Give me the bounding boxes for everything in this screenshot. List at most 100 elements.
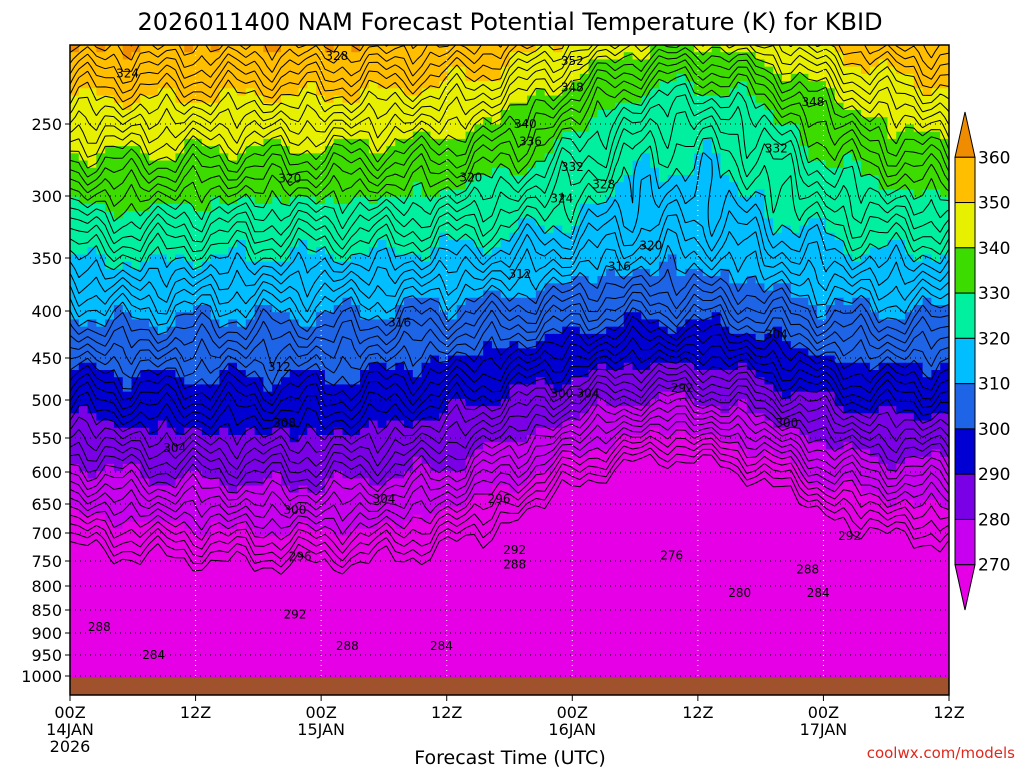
contour-fill-cell — [861, 333, 871, 342]
contour-fill-cell — [614, 341, 625, 349]
contour-fill-cell — [254, 182, 264, 191]
contour-fill-cell — [280, 124, 291, 133]
contour-fill-cell — [263, 290, 273, 299]
contour-fill-cell — [667, 167, 678, 176]
contour-fill-cell — [70, 117, 80, 126]
contour-fill-cell — [430, 146, 440, 154]
contour-fill-cell — [878, 398, 889, 407]
contour-fill-cell — [474, 391, 484, 400]
contour-fill-cell — [430, 362, 440, 371]
contour-fill-cell — [825, 218, 836, 227]
contour-fill-cell — [333, 45, 344, 53]
contour-fill-cell — [676, 218, 686, 227]
contour-fill-cell — [702, 167, 713, 176]
contour-fill-cell — [263, 59, 273, 68]
contour-fill-cell — [571, 297, 581, 306]
contour-fill-cell — [483, 391, 493, 400]
contour-fill-cell — [377, 297, 388, 306]
contour-fill-cell — [421, 110, 431, 118]
contour-fill-cell — [711, 341, 722, 349]
contour-fill-cell — [931, 362, 941, 371]
contour-fill-cell — [685, 247, 695, 256]
contour-fill-cell — [869, 59, 880, 68]
contour-fill-cell — [87, 167, 97, 176]
contour-fill-cell — [228, 319, 238, 328]
contour-fill-cell — [280, 182, 291, 191]
contour-fill-cell — [571, 102, 581, 111]
contour-fill-cell — [122, 52, 133, 61]
contour-fill-cell — [729, 102, 739, 111]
contour-fill-cell — [834, 297, 845, 306]
contour-fill-cell — [263, 167, 273, 176]
contour-fill-cell — [395, 124, 405, 133]
contour-fill-cell — [571, 160, 581, 169]
contour-fill-cell — [113, 88, 124, 97]
contour-fill-cell — [852, 189, 862, 198]
contour-fill-cell — [456, 225, 467, 234]
contour-fill-cell — [632, 319, 642, 328]
contour-fill-cell — [887, 377, 897, 386]
contour-fill-cell — [491, 254, 502, 263]
contour-fill-cell — [852, 66, 862, 75]
contour-fill-cell — [694, 52, 704, 61]
contour-fill-cell — [694, 268, 704, 277]
contour-fill-cell — [166, 167, 177, 176]
contour-fill-cell — [254, 290, 264, 299]
contour-fill-cell — [70, 247, 80, 256]
contour-fill-cell — [913, 196, 924, 205]
contour-fill-cell — [421, 167, 431, 176]
contour-fill-cell — [729, 240, 739, 248]
contour-fill-cell — [70, 370, 80, 378]
contour-fill-cell — [166, 81, 177, 89]
contour-fill-cell — [817, 355, 827, 364]
contour-fill-cell — [852, 319, 862, 328]
contour-fill-cell — [825, 211, 836, 219]
contour-fill-cell — [518, 131, 528, 140]
contour-fill-cell — [105, 268, 115, 277]
contour-fill-cell — [87, 254, 97, 263]
contour-fill-cell — [210, 283, 221, 292]
contour-fill-cell — [483, 276, 493, 284]
contour-fill-cell — [641, 319, 651, 328]
contour-fill-cell — [412, 225, 423, 234]
contour-fill-cell — [360, 261, 370, 270]
contour-fill-cell — [193, 355, 203, 364]
contour-fill-cell — [606, 66, 616, 75]
contour-fill-cell — [896, 124, 906, 133]
contour-fill-cell — [509, 319, 519, 328]
contour-fill-cell — [535, 88, 546, 97]
contour-fill-cell — [175, 110, 185, 118]
contour-fill-cell — [157, 182, 168, 191]
contour-fill-cell — [210, 52, 221, 61]
contour-fill-cell — [193, 160, 203, 169]
contour-fill-cell — [720, 175, 730, 183]
contour-fill-cell — [386, 73, 396, 82]
contour-fill-cell — [790, 102, 801, 111]
contour-fill-cell — [632, 333, 642, 342]
contour-fill-cell — [746, 276, 757, 284]
contour-fill-cell — [298, 88, 308, 97]
contour-fill-cell — [465, 182, 475, 191]
contour-fill-cell — [623, 276, 634, 284]
contour-fill-cell — [773, 290, 783, 299]
contour-fill-cell — [896, 268, 906, 277]
contour-fill-cell — [658, 146, 669, 154]
contour-fill-cell — [157, 341, 168, 349]
contour-fill-cell — [386, 52, 396, 61]
contour-fill-cell — [878, 182, 889, 191]
contour-fill-cell — [685, 160, 695, 169]
contour-fill-cell — [685, 240, 695, 248]
contour-fill-cell — [263, 95, 273, 104]
contour-fill-cell — [351, 52, 361, 61]
contour-fill-cell — [351, 232, 361, 241]
contour-fill-cell — [553, 297, 563, 306]
contour-fill-cell — [808, 377, 818, 386]
contour-fill-cell — [237, 348, 247, 357]
contour-fill-cell — [597, 391, 607, 400]
contour-fill-cell — [905, 305, 915, 313]
contour-fill-cell — [193, 232, 203, 241]
contour-fill-cell — [351, 138, 361, 147]
contour-fill-cell — [931, 283, 941, 292]
contour-fill-cell — [861, 341, 871, 349]
contour-fill-cell — [474, 276, 484, 284]
